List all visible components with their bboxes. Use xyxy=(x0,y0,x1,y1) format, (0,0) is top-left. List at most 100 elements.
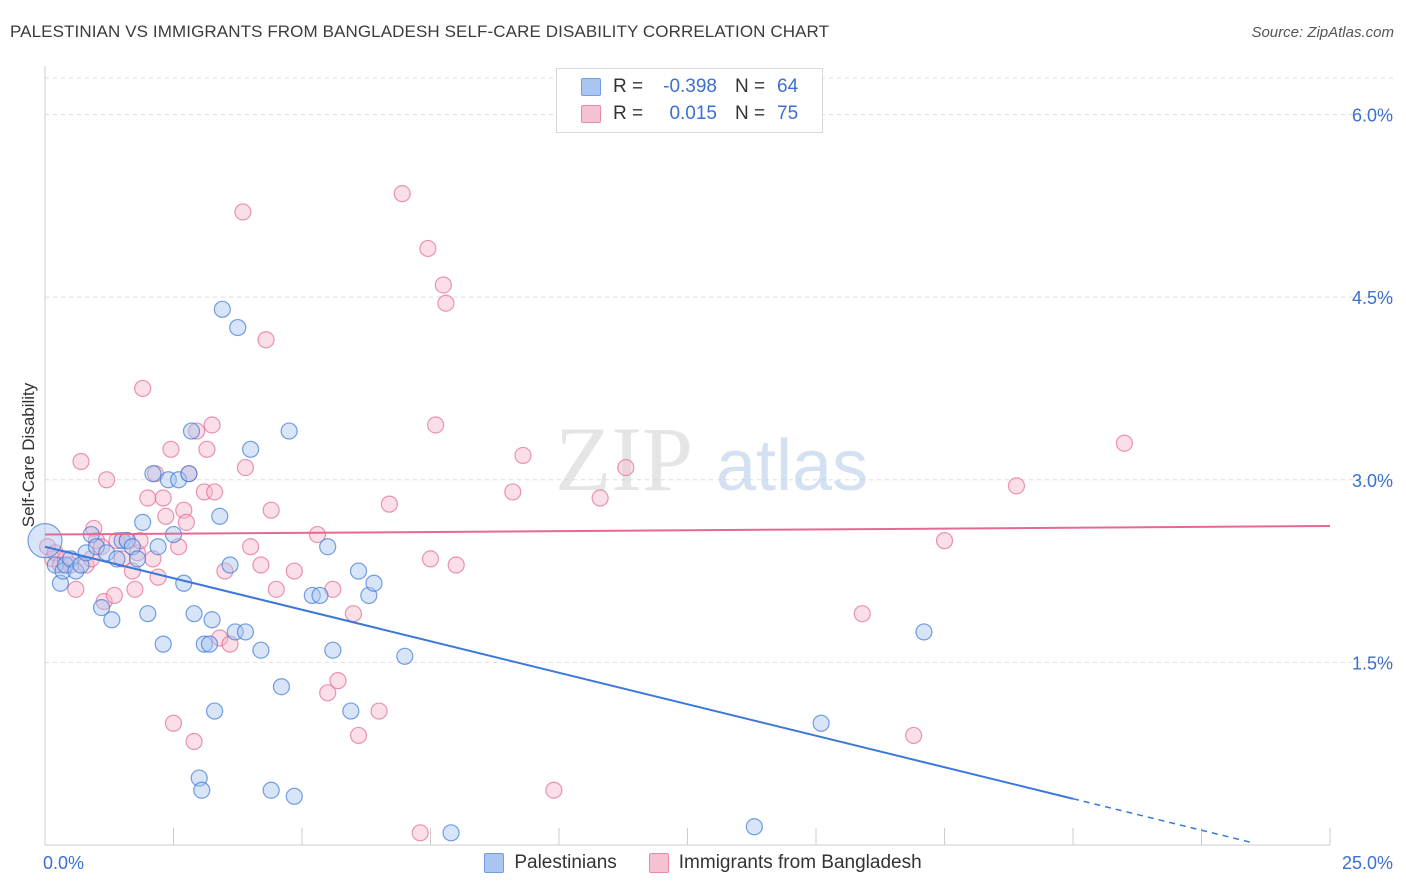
n-label: N = xyxy=(735,103,766,124)
data-point-bangladesh xyxy=(164,714,183,732)
data-point-palestinians xyxy=(206,702,224,720)
data-point-palestinians xyxy=(139,605,157,623)
data-point-bangladesh xyxy=(139,489,157,507)
data-point-palestinians xyxy=(745,818,763,836)
y-tick-labels: 1.5% 3.0% 4.5% 6.0% xyxy=(1352,106,1393,674)
data-point-bangladesh xyxy=(262,501,280,519)
n-value: 75 xyxy=(777,103,799,124)
y-tick-label: 1.5% xyxy=(1352,653,1393,673)
data-point-palestinians xyxy=(812,714,830,732)
data-point-bangladesh xyxy=(185,732,203,751)
legend-row-palestinians: R = -0.398 N = 64 xyxy=(581,74,798,100)
n-label: N = xyxy=(735,76,766,97)
correlation-legend: R = -0.398 N = 64 R = 0.015 N = 75 xyxy=(556,68,823,133)
data-point-palestinians xyxy=(252,641,270,659)
data-point-bangladesh xyxy=(591,489,609,507)
data-point-bangladesh xyxy=(154,489,172,507)
data-point-bangladesh xyxy=(344,605,362,623)
data-point-bangladesh xyxy=(545,781,563,799)
data-point-bangladesh xyxy=(149,568,167,586)
data-point-bangladesh xyxy=(319,684,337,702)
data-point-bangladesh xyxy=(98,471,116,489)
pink-swatch xyxy=(648,853,669,873)
data-point-bangladesh xyxy=(1007,477,1026,495)
data-point-bangladesh xyxy=(349,726,368,745)
x-tick-label-min: 0.0% xyxy=(43,853,84,873)
data-point-bangladesh xyxy=(134,379,152,398)
data-point-palestinians xyxy=(182,422,201,440)
data-point-bangladesh xyxy=(504,483,522,501)
x-tick-labels: 0.0% 25.0% xyxy=(43,853,1393,873)
data-point-bangladesh xyxy=(203,416,221,434)
trend-lines xyxy=(44,525,1331,844)
source-credit: Source: ZipAtlas.com xyxy=(1251,24,1394,41)
data-point-palestinians xyxy=(92,598,111,617)
data-point-bangladesh xyxy=(126,580,144,598)
data-point-palestinians xyxy=(280,422,298,440)
data-point-palestinians xyxy=(200,635,219,653)
data-point-palestinians xyxy=(396,647,414,665)
legend-item-bangladesh: Immigrants from Bangladesh xyxy=(648,852,922,874)
data-point-bangladesh xyxy=(162,440,180,458)
data-point-bangladesh xyxy=(188,422,206,440)
data-point-palestinians xyxy=(236,623,255,641)
data-point-bangladesh xyxy=(411,824,429,842)
r-value: -0.398 xyxy=(663,76,717,97)
data-point-bangladesh xyxy=(67,580,85,598)
data-point-bangladesh xyxy=(447,556,465,574)
data-point-palestinians xyxy=(324,641,342,659)
data-point-bangladesh xyxy=(211,629,229,647)
data-point-palestinians xyxy=(170,471,188,489)
data-point-palestinians xyxy=(213,300,231,318)
r-value: 0.015 xyxy=(669,103,717,124)
n-value: 64 xyxy=(777,76,799,97)
data-point-bangladesh xyxy=(177,513,195,531)
data-point-bangladesh xyxy=(380,495,398,513)
data-point-bangladesh xyxy=(72,452,90,471)
data-point-bangladesh xyxy=(206,483,224,501)
data-point-palestinians xyxy=(311,586,329,605)
chart-title: PALESTINIAN VS IMMIGRANTS FROM BANGLADES… xyxy=(10,22,830,41)
data-point-palestinians xyxy=(98,544,116,562)
x-tick-label-max: 25.0% xyxy=(1342,853,1393,873)
data-point-bangladesh xyxy=(617,458,635,477)
data-point-bangladesh xyxy=(252,556,270,574)
data-point-palestinians xyxy=(242,440,260,458)
data-point-bangladesh xyxy=(393,185,411,203)
data-point-bangladesh xyxy=(329,672,347,690)
y-tick-label: 3.0% xyxy=(1352,471,1393,491)
data-point-bangladesh xyxy=(434,276,452,294)
r-label: R = xyxy=(613,103,644,124)
legend-label: Immigrants from Bangladesh xyxy=(678,852,922,873)
data-point-palestinians xyxy=(185,605,203,623)
data-point-bangladesh xyxy=(370,702,388,720)
trend-line-palestinians-extrapolated xyxy=(1072,798,1254,844)
blue-swatch xyxy=(581,78,601,96)
data-point-bangladesh xyxy=(242,538,260,556)
data-point-bangladesh xyxy=(437,294,455,312)
data-point-palestinians xyxy=(175,574,193,592)
data-point-palestinians xyxy=(915,623,933,641)
data-point-palestinians xyxy=(319,538,337,556)
data-point-bangladesh xyxy=(236,458,255,477)
data-point-bangladesh xyxy=(419,239,437,258)
data-point-bangladesh xyxy=(157,507,175,525)
data-point-palestinians xyxy=(144,465,162,483)
data-point-palestinians xyxy=(154,635,172,653)
data-point-bangladesh xyxy=(514,446,532,465)
data-point-palestinians xyxy=(229,318,247,337)
data-point-bangladesh xyxy=(257,331,275,349)
data-point-palestinians xyxy=(195,635,213,653)
data-point-palestinians xyxy=(103,611,121,629)
data-point-palestinians xyxy=(285,787,303,805)
y-axis-label: Self-Care Disability xyxy=(19,382,38,527)
data-point-palestinians xyxy=(203,611,221,629)
legend-row-bangladesh: R = 0.015 N = 75 xyxy=(581,101,798,127)
data-point-bangladesh xyxy=(234,203,252,221)
data-point-bangladesh xyxy=(935,532,954,550)
y-tick-label: 6.0% xyxy=(1352,106,1393,126)
data-point-palestinians xyxy=(262,781,280,799)
legend-item-palestinians: Palestinians xyxy=(484,852,617,874)
data-point-palestinians xyxy=(180,465,198,483)
data-point-palestinians xyxy=(87,538,106,556)
